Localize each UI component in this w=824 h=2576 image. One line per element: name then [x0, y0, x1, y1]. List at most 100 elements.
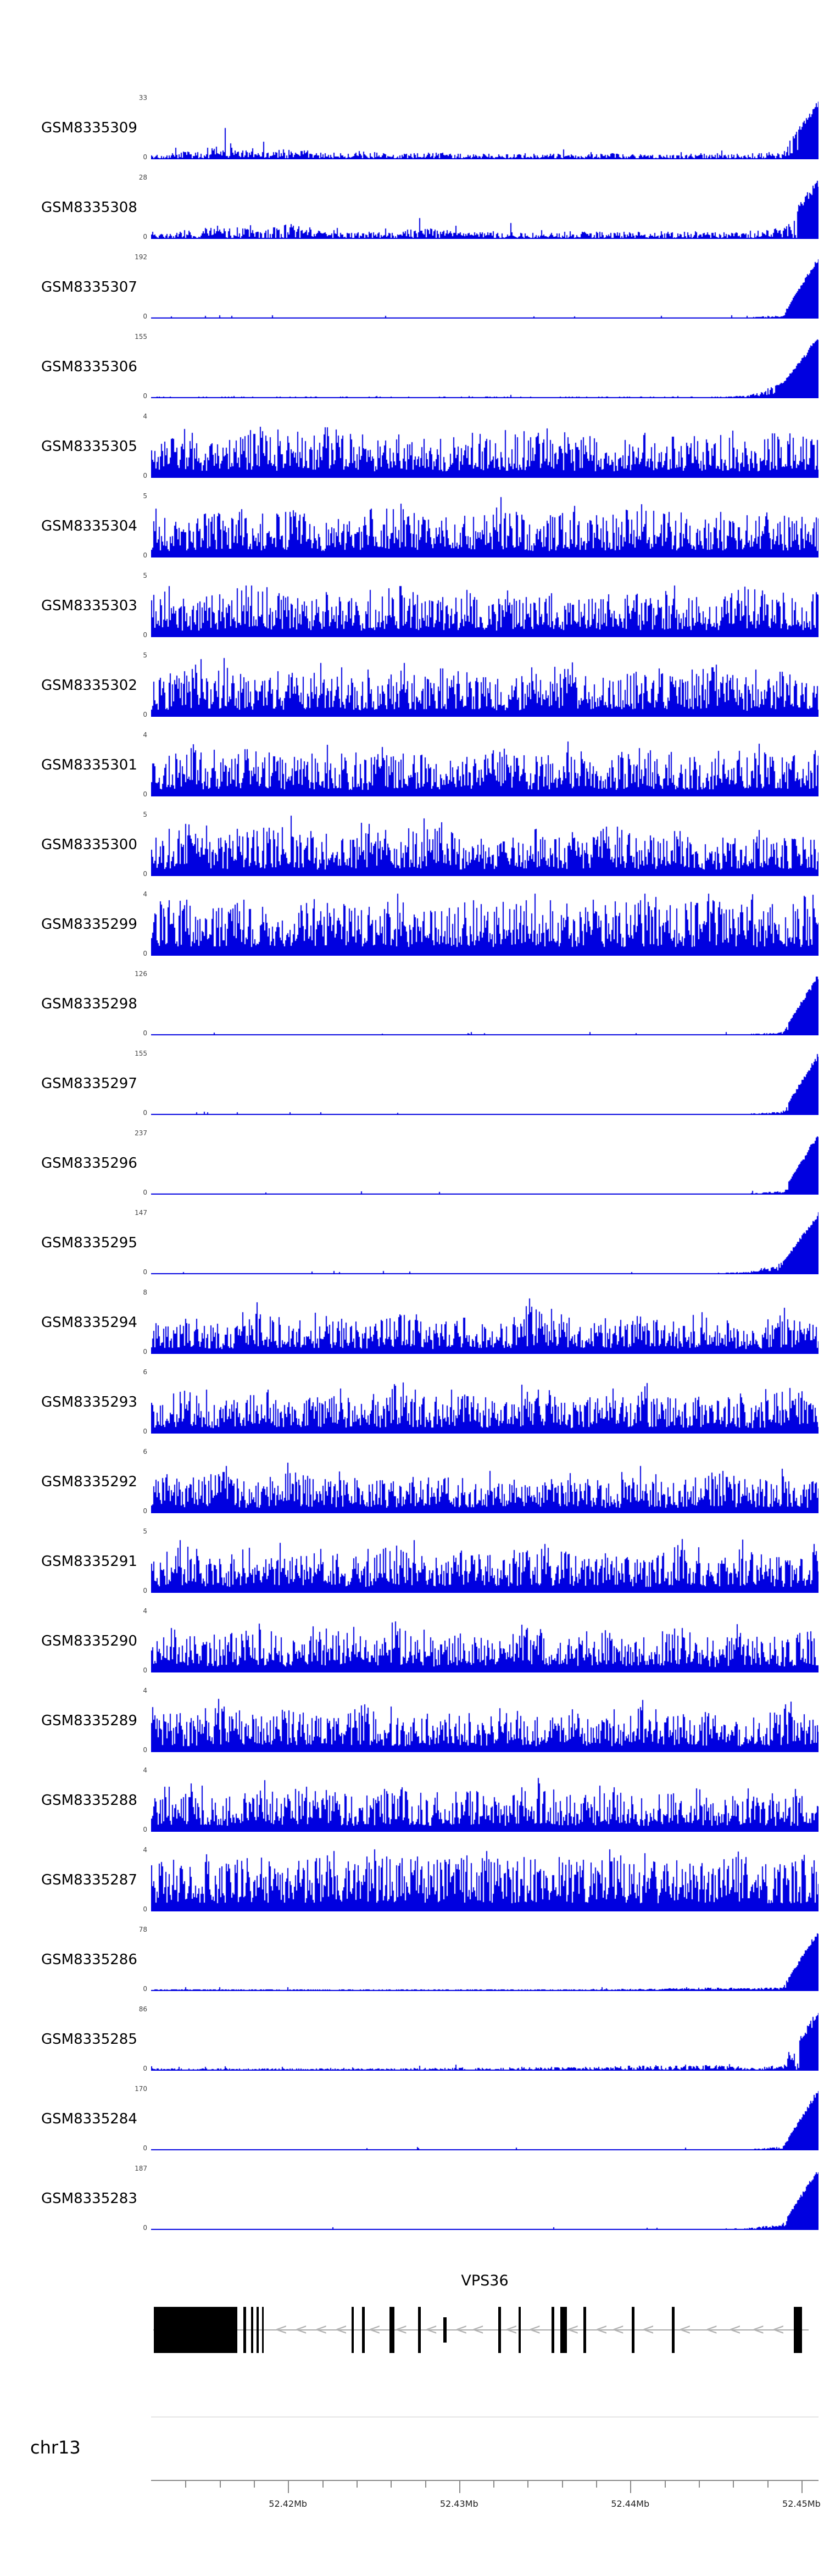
- y-axis-zero-label: 0: [143, 711, 147, 718]
- track-label: GSM8335298: [41, 995, 137, 1012]
- coverage-plot: 33 0: [139, 94, 819, 160]
- y-axis-max-label: 8: [143, 1289, 147, 1296]
- coverage-area-chart: [151, 336, 819, 398]
- axis-major-tick: [630, 2481, 632, 2493]
- y-axis-max-label: 155: [135, 333, 147, 341]
- track-row: GSM8335294 8 0: [0, 1283, 824, 1362]
- coverage-area-chart: [151, 1052, 819, 1115]
- track-label: GSM8335288: [41, 1792, 137, 1809]
- gene-exon: [671, 2307, 675, 2353]
- track-row: GSM8335308 28 0: [0, 168, 824, 247]
- y-axis-zero-label: 0: [143, 870, 147, 878]
- y-axis-max-label: 86: [138, 2005, 147, 2013]
- gene-exon: [351, 2307, 354, 2353]
- track-label: GSM8335291: [41, 1553, 137, 1570]
- gene-exon: [552, 2307, 554, 2353]
- y-axis-zero-label: 0: [143, 1189, 147, 1196]
- axis-tick-label: 52.44Mb: [611, 2499, 650, 2509]
- strand-arrow-icon: <: [705, 2319, 719, 2338]
- strand-arrow-icon: <: [471, 2319, 485, 2338]
- track-row: GSM8335306 155 0: [0, 327, 824, 406]
- axis-major-tick: [801, 2481, 803, 2493]
- gene-exon: [498, 2307, 501, 2353]
- track-label: GSM8335297: [41, 1075, 137, 1092]
- y-axis-max-label: 147: [135, 1209, 147, 1217]
- axis-minor-tick: [698, 2481, 700, 2488]
- y-axis-zero-label: 0: [143, 1746, 147, 1754]
- coverage-area-chart: [151, 1291, 819, 1354]
- axis-minor-tick: [253, 2481, 255, 2488]
- y-axis-zero-label: 0: [143, 1826, 147, 1833]
- y-axis-zero-label: 0: [143, 1428, 147, 1435]
- axis-minor-tick: [527, 2481, 529, 2488]
- y-axis-max-label: 126: [135, 970, 147, 978]
- y-axis-max-label: 170: [135, 2085, 147, 2093]
- strand-arrow-icon: <: [528, 2319, 542, 2338]
- strand-arrow-icon: <: [294, 2319, 308, 2338]
- coverage-area-chart: [151, 1530, 819, 1593]
- y-axis-max-label: 78: [138, 1926, 147, 1933]
- coverage-area-chart: [151, 176, 819, 239]
- strand-arrow-icon: <: [751, 2319, 765, 2338]
- y-axis-zero-label: 0: [143, 153, 147, 161]
- y-axis-zero-label: 0: [143, 1029, 147, 1037]
- gene-exon: [519, 2307, 521, 2353]
- gene-exon: [261, 2307, 264, 2353]
- axis-major-tick: [288, 2481, 289, 2493]
- coverage-area-chart: [151, 1451, 819, 1513]
- track-row: GSM8335309 33 0: [0, 88, 824, 168]
- gene-exon: [361, 2307, 365, 2353]
- track-row: GSM8335305 4 0: [0, 406, 824, 486]
- coverage-area-chart: [151, 1928, 819, 1991]
- genome-axis-ticks: 52.42Mb 52.43Mb 52.44Mb 52.45Mb: [151, 2481, 821, 2547]
- coverage-area-chart: [151, 1371, 819, 1434]
- coverage-area-chart: [151, 97, 819, 159]
- coverage-area-chart: [151, 893, 819, 956]
- track-label: GSM8335306: [41, 358, 137, 375]
- strand-arrow-icon: <: [394, 2319, 408, 2338]
- y-axis-max-label: 4: [143, 1607, 147, 1615]
- track-row: GSM8335297 155 0: [0, 1044, 824, 1123]
- y-axis-max-label: 187: [135, 2165, 147, 2172]
- track-label: GSM8335284: [41, 2110, 137, 2127]
- gene-exon: [583, 2307, 587, 2353]
- track-label: GSM8335296: [41, 1155, 137, 1172]
- coverage-area-chart: [151, 973, 819, 1035]
- coverage-tracks-panel: GSM8335309 33 0 GSM8335308 28 0 GSM8335307 192 0…: [0, 88, 824, 2238]
- gene-track: VPS36 < < < < < < < < < < < < < < < < < < < <: [0, 2238, 824, 2403]
- track-label: GSM8335304: [41, 517, 137, 534]
- strand-arrow-icon: <: [595, 2319, 608, 2338]
- track-row: GSM8335299 4 0: [0, 884, 824, 964]
- track-row: GSM8335298 126 0: [0, 964, 824, 1044]
- coverage-area-chart: [151, 1132, 819, 1195]
- axis-major-tick: [459, 2481, 460, 2493]
- y-axis-zero-label: 0: [143, 1268, 147, 1276]
- coverage-area-chart: [151, 1212, 819, 1274]
- y-axis-zero-label: 0: [143, 233, 147, 241]
- coverage-area-chart: [151, 2008, 819, 2071]
- coverage-area-chart: [151, 256, 819, 319]
- y-axis-max-label: 4: [143, 412, 147, 420]
- track-label: GSM8335283: [41, 2190, 137, 2207]
- y-axis-max-label: 4: [143, 1766, 147, 1774]
- strand-arrow-icon: <: [611, 2319, 625, 2338]
- y-axis-max-label: 237: [135, 1129, 147, 1137]
- y-axis-zero-label: 0: [143, 472, 147, 479]
- y-axis-zero-label: 0: [143, 313, 147, 320]
- coverage-area-chart: [151, 495, 819, 557]
- track-label: GSM8335289: [41, 1712, 137, 1729]
- y-axis-max-label: 192: [135, 253, 147, 261]
- track-label: GSM8335309: [41, 119, 137, 136]
- y-axis-max-label: 5: [143, 1527, 147, 1535]
- coverage-plot: 155 0: [135, 1050, 819, 1116]
- coverage-plot: 187 0: [135, 2165, 819, 2231]
- track-row: GSM8335289 4 0: [0, 1681, 824, 1760]
- axis-minor-tick: [596, 2481, 598, 2488]
- strand-arrow-icon: <: [425, 2319, 438, 2338]
